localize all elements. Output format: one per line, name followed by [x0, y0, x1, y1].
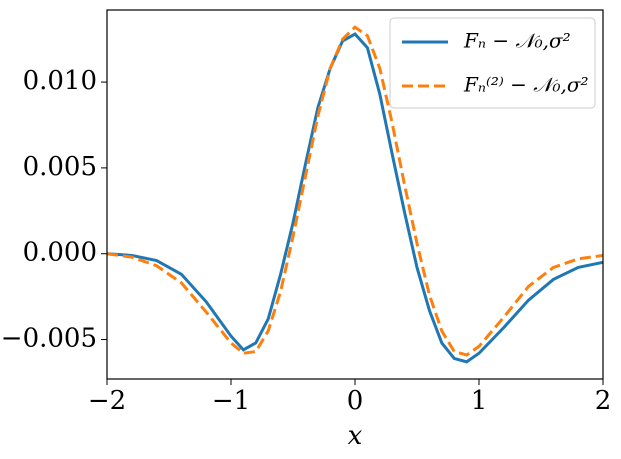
line-series — [106, 25, 604, 357]
x-axis-label: x — [348, 421, 363, 451]
x-tick-label: −1 — [212, 386, 250, 416]
x-tick-label: 0 — [347, 386, 364, 416]
plot-area — [106, 25, 604, 364]
y-tick-label: 0.005 — [23, 152, 97, 182]
line-series — [106, 32, 604, 364]
x-tick-label: 1 — [471, 386, 488, 416]
y-tick-label: −0.005 — [1, 324, 97, 354]
x-tick-label: −2 — [88, 386, 126, 416]
legend-label: Fₙ⁽²⁾ − 𝒩₀,σ² — [463, 73, 589, 97]
y-tick-label: 0.000 — [23, 238, 97, 268]
x-tick-label: 2 — [595, 386, 612, 416]
legend-label: Fₙ − 𝒩₀,σ² — [463, 29, 571, 53]
y-tick-label: 0.010 — [23, 66, 97, 96]
